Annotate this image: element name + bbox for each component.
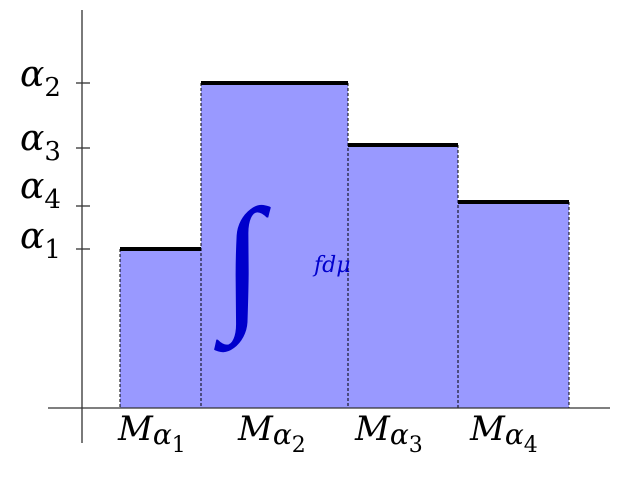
label-part: M [469,409,506,449]
label-part: 1 [44,235,61,265]
label-part: 3 [44,137,61,167]
bar [458,202,569,408]
y-label: α4 [20,166,61,215]
label-part: 4 [524,433,538,458]
bar-edges [119,83,570,408]
label-part: α [153,418,172,451]
label-part: M [354,409,391,449]
label-part: 2 [292,433,306,458]
label-part: α [20,54,44,95]
label-part: α [390,418,409,451]
y-label: α2 [20,54,61,103]
bars [120,83,569,408]
bar [348,145,458,408]
label-part: M [117,409,154,449]
label-part: α [505,418,524,451]
integral-sign: ∫ [214,179,271,353]
axes [48,10,610,443]
label-part: α [20,166,44,207]
y-label: α1 [20,216,61,265]
label-part: 4 [44,185,61,215]
x-label: Mα2 [237,409,306,458]
y-label: α3 [20,118,61,167]
bar [120,249,201,408]
label-part: α [20,216,44,257]
label-part: M [237,409,274,449]
x-label: Mα1 [117,409,186,458]
integrand: fdμ [312,253,351,278]
bar [201,83,348,408]
label-part: α [20,118,44,159]
step-levels [120,81,569,251]
x-label: Mα4 [469,409,538,458]
label-part: 3 [409,433,423,458]
label-part: 2 [44,73,61,103]
label-part: α [273,418,292,451]
x-label: Mα3 [354,409,423,458]
label-part: 1 [172,433,186,458]
